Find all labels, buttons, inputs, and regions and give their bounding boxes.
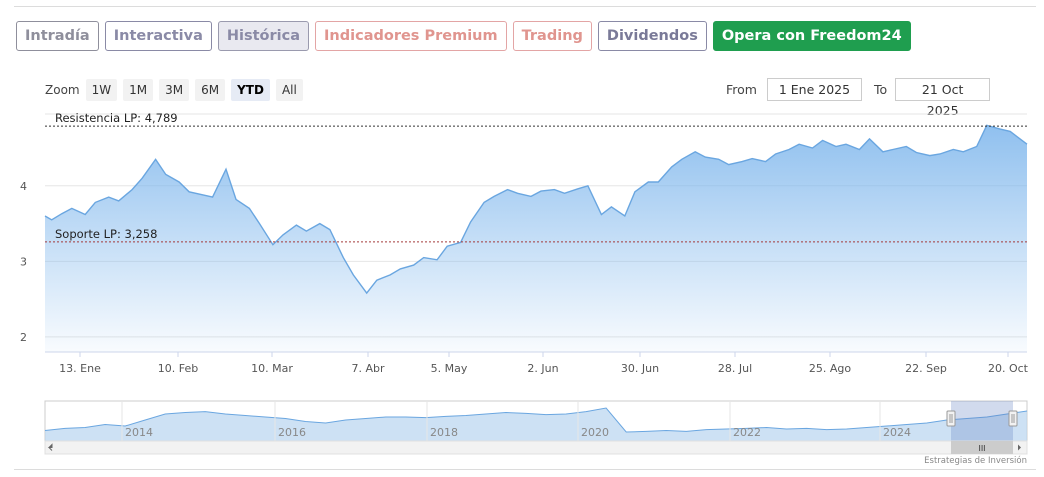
navigator-year-label: 2024 <box>883 426 911 439</box>
x-tick-label: 7. Abr <box>351 362 384 375</box>
support-label: Soporte LP: 3,258 <box>55 227 157 241</box>
navigator-year-label: 2020 <box>581 426 609 439</box>
x-tick-label: 2. Jun <box>527 362 558 375</box>
navigator-year-label: 2014 <box>125 426 153 439</box>
x-tick-label: 28. Jul <box>718 362 752 375</box>
navigator-year-label: 2022 <box>733 426 761 439</box>
x-tick-label: 13. Ene <box>59 362 101 375</box>
price-area <box>45 125 1027 352</box>
x-tick-label: 25. Ago <box>809 362 851 375</box>
x-tick-label: 10. Mar <box>251 362 293 375</box>
resistance-label: Resistencia LP: 4,789 <box>55 111 178 125</box>
scrollbar-grip: III <box>978 444 985 453</box>
navigator-selection[interactable] <box>951 401 1013 441</box>
bottom-divider <box>14 469 1036 470</box>
y-tick-label: 3 <box>20 255 27 268</box>
x-tick-label: 10. Feb <box>158 362 198 375</box>
x-tick-label: 20. Oct <box>988 362 1029 375</box>
y-tick-label: 2 <box>20 331 27 344</box>
navigator-right-handle[interactable] <box>1009 411 1017 426</box>
x-tick-label: 5. May <box>431 362 468 375</box>
scrollbar-track[interactable] <box>45 441 1027 454</box>
navigator-year-label: 2016 <box>278 426 306 439</box>
navigator-left-handle[interactable] <box>947 411 955 426</box>
y-tick-label: 4 <box>20 180 27 193</box>
x-tick-label: 30. Jun <box>621 362 659 375</box>
x-tick-label: 22. Sep <box>905 362 947 375</box>
navigator-year-label: 2018 <box>430 426 458 439</box>
credits-link[interactable]: Estrategias de Inversión <box>924 456 1027 466</box>
